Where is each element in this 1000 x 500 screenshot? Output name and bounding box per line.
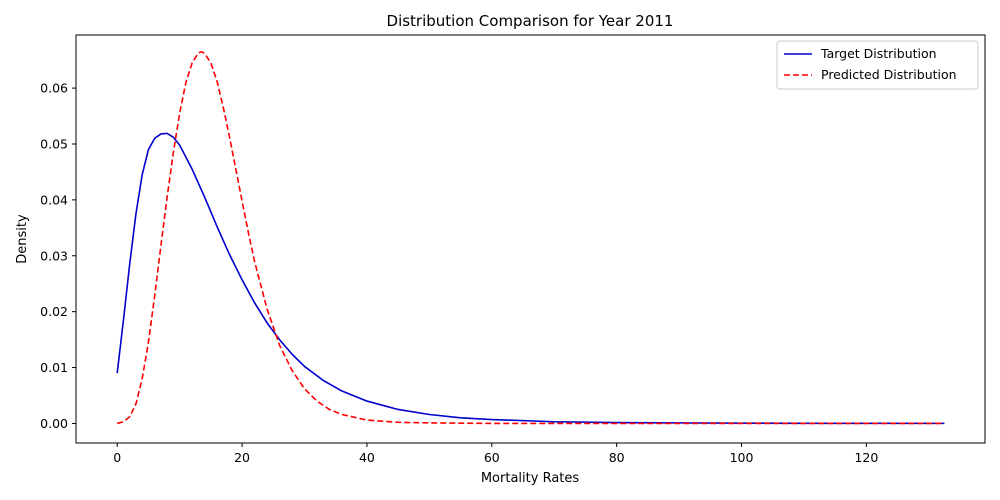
- legend-label-target: Target Distribution: [820, 46, 937, 61]
- y-tick-label: 0.05: [40, 136, 68, 151]
- legend: Target Distribution Predicted Distributi…: [776, 40, 979, 90]
- x-tick-label: 0: [113, 450, 121, 465]
- x-tick-label: 100: [730, 450, 754, 465]
- x-axis-ticks: 0 20 40 60 80 100 120: [113, 443, 878, 465]
- y-tick-label: 0.01: [40, 360, 68, 375]
- x-tick-label: 20: [234, 450, 250, 465]
- plot-area: [116, 50, 945, 425]
- x-tick-label: 40: [359, 450, 375, 465]
- series-line-predicted: [116, 50, 945, 425]
- y-tick-label: 0.04: [40, 192, 68, 207]
- y-axis-ticks: 0.00 0.01 0.02 0.03 0.04 0.05 0.06: [40, 81, 76, 431]
- legend-box: [776, 40, 979, 90]
- y-tick-label: 0.06: [40, 81, 68, 96]
- x-tick-label: 60: [484, 450, 500, 465]
- x-axis-label: Mortality Rates: [481, 471, 580, 486]
- y-tick-label: 0.00: [40, 416, 68, 431]
- legend-label-predicted: Predicted Distribution: [821, 67, 957, 82]
- y-tick-label: 0.03: [40, 248, 68, 263]
- x-tick-label: 80: [609, 450, 625, 465]
- series-line-target: [116, 132, 945, 425]
- y-axis-label: Density: [15, 214, 30, 264]
- y-tick-label: 0.02: [40, 304, 68, 319]
- plot-frame: [75, 34, 986, 444]
- chart-title: Distribution Comparison for Year 2011: [387, 12, 674, 30]
- x-tick-label: 120: [854, 450, 878, 465]
